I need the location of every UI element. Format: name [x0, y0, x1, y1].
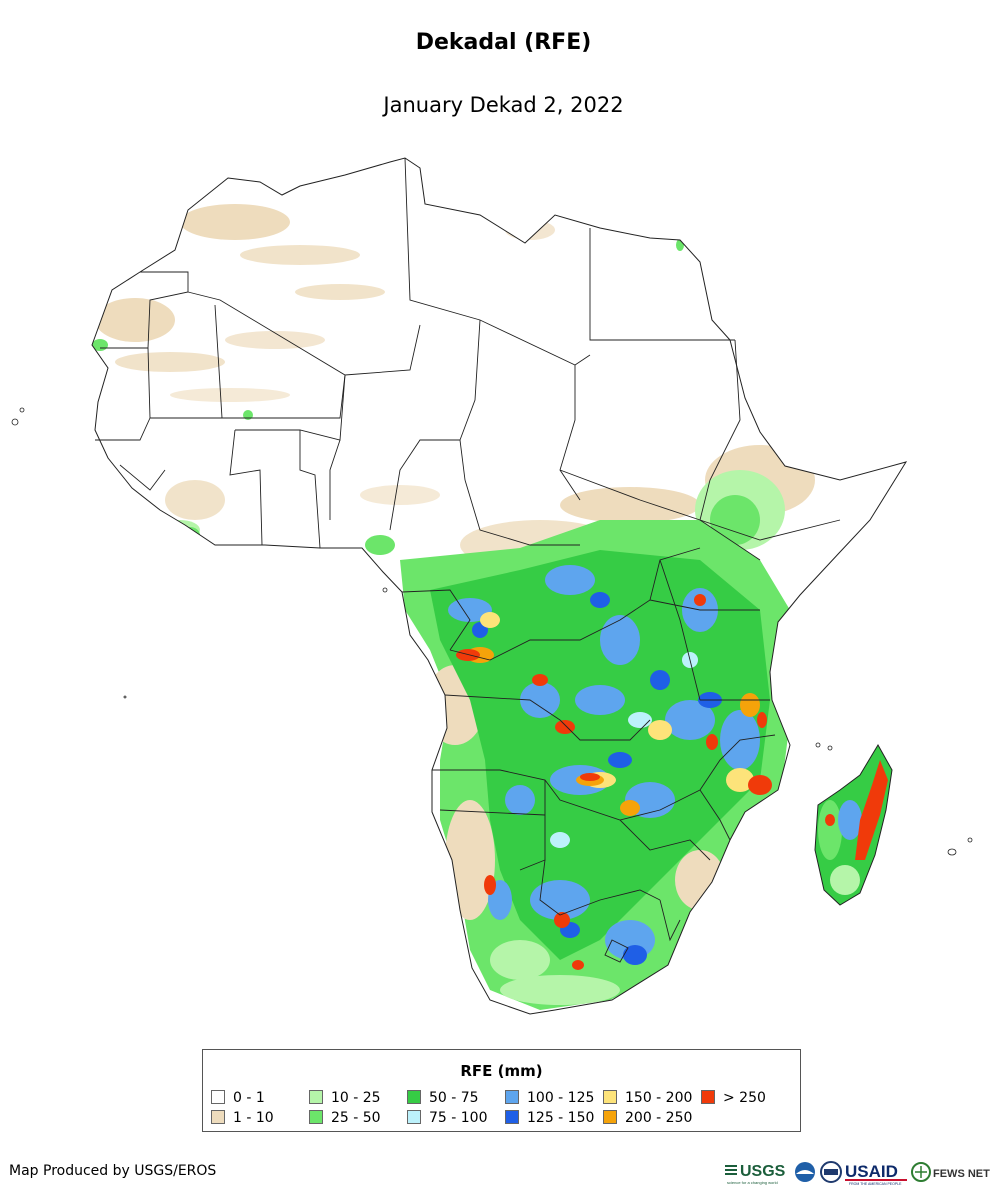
legend-title: RFE (mm) [460, 1062, 543, 1080]
legend-swatch [701, 1090, 715, 1104]
map-credit: Map Produced by USGS/EROS [9, 1163, 217, 1179]
legend-swatch [309, 1090, 323, 1104]
legend-swatch [603, 1090, 617, 1104]
legend-swatch [211, 1090, 225, 1104]
legend-item-75-100: 75 - 100 [407, 1110, 488, 1126]
country-borders [95, 157, 841, 963]
legend-swatch [211, 1110, 225, 1124]
usgs-logo: USGS science for a changing world [725, 1163, 786, 1185]
usda-seal-logo [820, 1161, 842, 1183]
legend-item-10-25: 10 - 25 [309, 1090, 381, 1106]
africa-rainfall-map [11, 157, 973, 1015]
legend-item-50-75: 50 - 75 [407, 1090, 479, 1106]
usaid-logo: USAID FROM THE AMERICAN PEOPLE [845, 1162, 907, 1186]
rainfall-field [92, 204, 815, 1010]
legend-item-100-125: 100 - 125 [505, 1090, 594, 1106]
legend-swatch [505, 1090, 519, 1104]
svg-text:USAID: USAID [845, 1162, 898, 1181]
legend-item-1-10: 1 - 10 [211, 1110, 274, 1126]
legend-item-200-250: 200 - 250 [603, 1110, 692, 1126]
noaa-logo [795, 1162, 815, 1182]
legend: RFE (mm) 0 - 1 1 - 10 10 - 25 25 - 50 50… [202, 1049, 801, 1132]
legend-item-150-200: 150 - 200 [603, 1090, 692, 1106]
legend-item-0-1: 0 - 1 [211, 1090, 265, 1106]
svg-text:science for a changing world: science for a changing world [727, 1180, 778, 1185]
legend-item-125-150: 125 - 150 [505, 1110, 594, 1126]
map-subtitle: January Dekad 2, 2022 [383, 93, 624, 117]
legend-item-25-50: 25 - 50 [309, 1110, 381, 1126]
legend-swatch [407, 1110, 421, 1124]
madagascar-rainfall [815, 745, 892, 905]
svg-text:FROM THE AMERICAN PEOPLE: FROM THE AMERICAN PEOPLE [849, 1182, 902, 1186]
legend-swatch [309, 1110, 323, 1124]
islands [11, 407, 973, 856]
map-title: Dekadal (RFE) [415, 30, 592, 55]
agency-logos: USGS science for a changing world USAID … [725, 1161, 990, 1186]
legend-item-gt-250: > 250 [701, 1090, 766, 1106]
svg-text:USGS: USGS [740, 1163, 786, 1180]
legend-swatch [505, 1110, 519, 1124]
legend-swatch [603, 1110, 617, 1124]
svg-text:FEWS NET: FEWS NET [933, 1168, 990, 1180]
fewsnet-logo: FEWS NET [911, 1162, 990, 1182]
legend-swatch [407, 1090, 421, 1104]
